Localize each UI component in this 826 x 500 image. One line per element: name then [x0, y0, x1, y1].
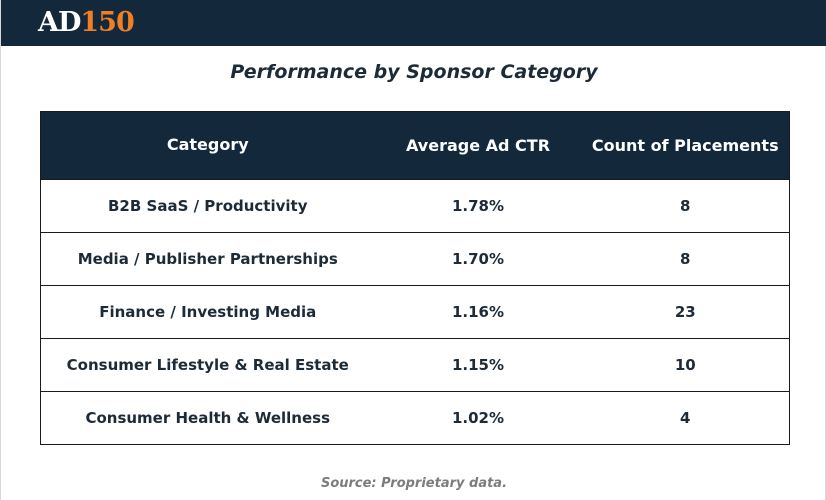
- table-cell-average-ad-ctr: 1.15%: [374, 338, 582, 392]
- logo-text-ad: AD: [38, 7, 81, 38]
- table-cell-count-of-placements: 23: [581, 285, 790, 339]
- table-cell-average-ad-ctr: 1.70%: [374, 232, 582, 286]
- table-cell-average-ad-ctr: 1.16%: [374, 285, 582, 339]
- source-note: Source: Proprietary data.: [320, 476, 508, 491]
- logo-text-150: 150: [80, 7, 134, 38]
- table-row: Consumer Lifestyle & Real Estate 1.15% 1…: [40, 338, 790, 392]
- table-cell-average-ad-ctr: 1.78%: [374, 179, 582, 233]
- table-row: Consumer Health & Wellness 1.02% 4: [40, 391, 790, 445]
- table-cell-category: Consumer Lifestyle & Real Estate: [40, 338, 375, 392]
- table-cell-count-of-placements: 10: [581, 338, 790, 392]
- table-header-row: Category Average Ad CTR Count of Placeme…: [40, 111, 790, 180]
- chart-title: Performance by Sponsor Category: [230, 61, 598, 83]
- table-cell-count-of-placements: 4: [581, 391, 790, 445]
- table-cell-category: Finance / Investing Media: [40, 285, 375, 339]
- table-cell-count-of-placements: 8: [581, 232, 790, 286]
- table-row: Media / Publisher Partnerships 1.70% 8: [40, 232, 790, 286]
- brand-logo: AD150: [38, 7, 135, 38]
- column-header-category: Category: [40, 111, 375, 180]
- performance-table: Category Average Ad CTR Count of Placeme…: [40, 111, 790, 445]
- table-cell-category: Media / Publisher Partnerships: [40, 232, 375, 286]
- table-row: Finance / Investing Media 1.16% 23: [40, 285, 790, 339]
- table-cell-category: Consumer Health & Wellness: [40, 391, 375, 445]
- column-header-count-of-placements: Count of Placements: [581, 111, 790, 180]
- table-cell-average-ad-ctr: 1.02%: [374, 391, 582, 445]
- table-row: B2B SaaS / Productivity 1.78% 8: [40, 179, 790, 233]
- table-cell-count-of-placements: 8: [581, 179, 790, 233]
- column-header-average-ad-ctr: Average Ad CTR: [374, 111, 582, 180]
- table-cell-category: B2B SaaS / Productivity: [40, 179, 375, 233]
- header-bar: AD150: [1, 0, 826, 46]
